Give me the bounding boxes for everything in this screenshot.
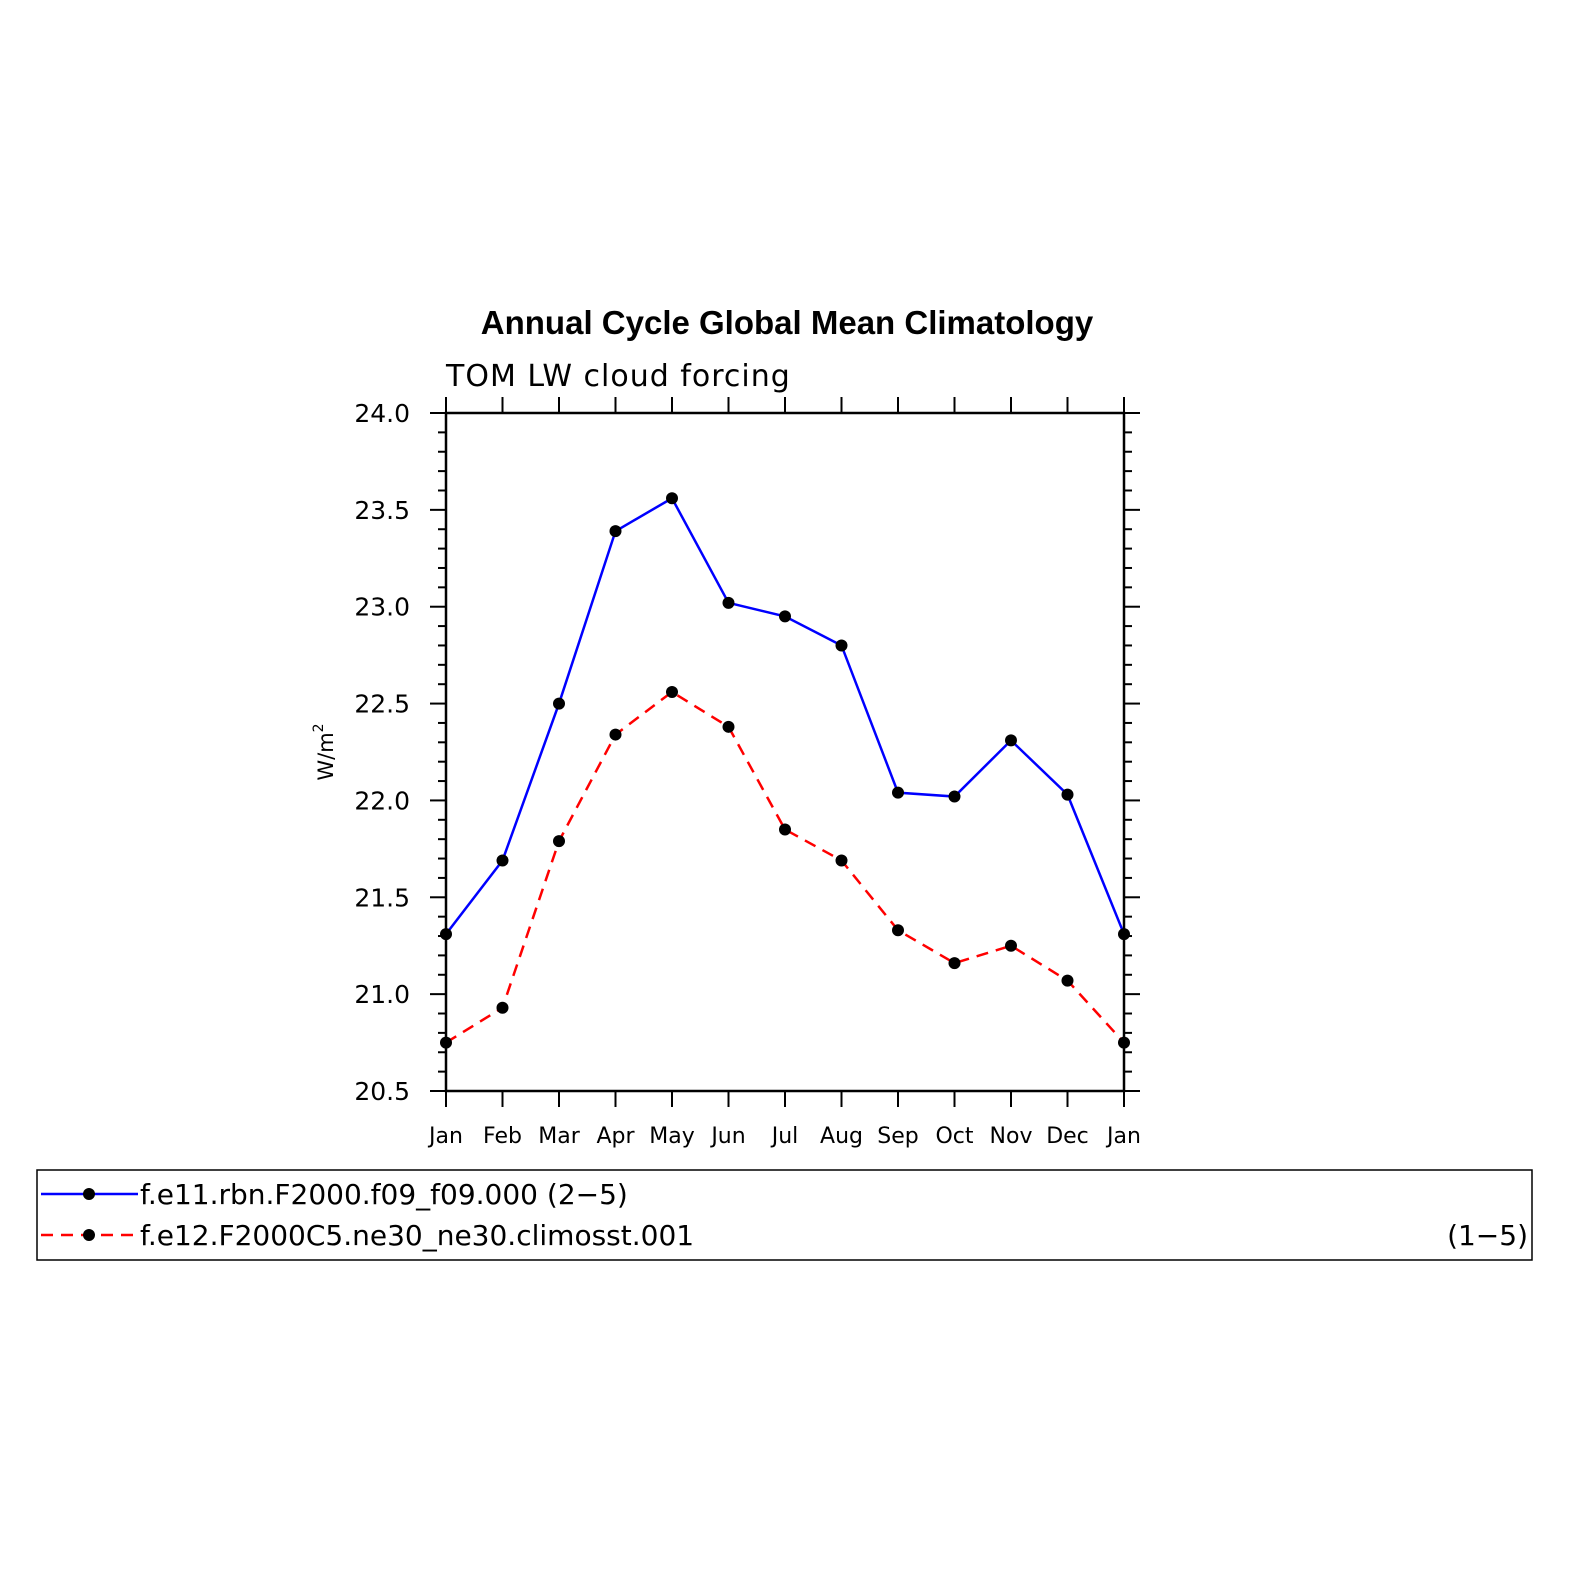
data-point <box>609 728 622 741</box>
data-point <box>553 835 565 848</box>
x-tick-label: Oct <box>935 1124 973 1149</box>
y-tick-label: 22.0 <box>354 786 410 815</box>
y-tick-label: 21.0 <box>354 980 410 1009</box>
data-point <box>666 492 678 505</box>
data-point <box>1118 928 1130 941</box>
chart-title: Annual Cycle Global Mean Climatology <box>481 304 1094 341</box>
data-point <box>722 720 735 733</box>
series <box>440 492 1130 1049</box>
data-point <box>1061 788 1074 801</box>
legend-series-name-1: f.e11.rbn.F2000.f09_f09.000 <box>140 1178 538 1211</box>
x-tick-label: Dec <box>1046 1124 1089 1149</box>
ticks <box>430 397 1140 1107</box>
data-point <box>835 854 848 867</box>
y-axis-label-superscript: 2 <box>311 723 327 732</box>
legend-box <box>36 1169 1533 1261</box>
data-point <box>892 924 904 937</box>
data-point <box>835 639 848 652</box>
x-tick-labels: Jan Feb Mar Apr May Jun Jul Aug Sep Oct Nov Dec Jan <box>427 1124 1141 1149</box>
y-tick-label: 24.0 <box>354 399 410 428</box>
series-line-1 <box>445 496 1126 935</box>
y-tick-label: 20.5 <box>354 1077 410 1106</box>
x-tick-label: Jan <box>1105 1124 1141 1149</box>
data-point <box>948 957 961 970</box>
data-point <box>1118 1036 1130 1049</box>
x-tick-label: Mar <box>538 1124 580 1149</box>
y-axis-label-text: W/m <box>314 732 338 780</box>
data-point <box>1005 939 1017 952</box>
data-point <box>948 790 961 803</box>
data-point <box>779 610 791 623</box>
legend-label-2: f.e12.F2000C5.ne30_ne30.climosst.001 <box>140 1219 694 1252</box>
x-tick-label: Aug <box>820 1124 863 1149</box>
data-point <box>892 786 904 799</box>
data-point <box>553 697 565 710</box>
chart-subtitle: TOM LW cloud forcing <box>445 359 791 394</box>
x-tick-label: Feb <box>483 1124 522 1149</box>
legend-entry-1: f.e11.rbn.F2000.f09_f09.000 (2−5) <box>41 1178 628 1211</box>
legend-range-1: (2−5) <box>547 1178 628 1211</box>
x-tick-label: Jul <box>770 1124 799 1149</box>
series-line-2 <box>445 690 1125 1044</box>
legend-entry-2: f.e12.F2000C5.ne30_ne30.climosst.001 (1−… <box>41 1219 1528 1252</box>
x-tick-label: May <box>649 1124 694 1149</box>
y-tick-label: 21.5 <box>354 883 410 912</box>
data-point <box>440 1036 452 1049</box>
x-tick-label: Sep <box>877 1124 918 1149</box>
y-tick-label: 22.5 <box>354 690 410 719</box>
x-tick-label: Jun <box>709 1124 745 1149</box>
data-point <box>722 596 735 609</box>
legend-range-2: (1−5) <box>1447 1219 1528 1252</box>
data-point <box>609 525 622 538</box>
data-point <box>496 854 509 867</box>
y-axis-label: W/m2 <box>311 723 338 780</box>
data-point <box>1061 974 1074 987</box>
x-tick-label: Nov <box>990 1124 1033 1149</box>
data-point <box>779 823 791 836</box>
y-tick-labels: 20.5 21.0 21.5 22.0 22.5 23.0 23.5 24.0 <box>354 399 410 1106</box>
data-point <box>1005 734 1017 747</box>
data-point <box>440 928 452 941</box>
data-point <box>666 685 678 698</box>
legend: f.e11.rbn.F2000.f09_f09.000 (2−5) f.e12.… <box>36 1169 1533 1261</box>
y-tick-label: 23.5 <box>354 496 410 525</box>
svg-text:W/m2: W/m2 <box>311 723 338 780</box>
y-tick-label: 23.0 <box>354 593 410 622</box>
x-tick-label: Jan <box>427 1124 463 1149</box>
legend-label-1: f.e11.rbn.F2000.f09_f09.000 (2−5) <box>140 1178 628 1211</box>
legend-marker-1 <box>83 1188 95 1200</box>
x-tick-label: Apr <box>596 1124 635 1149</box>
data-point <box>496 1001 509 1014</box>
legend-marker-2 <box>83 1229 95 1241</box>
